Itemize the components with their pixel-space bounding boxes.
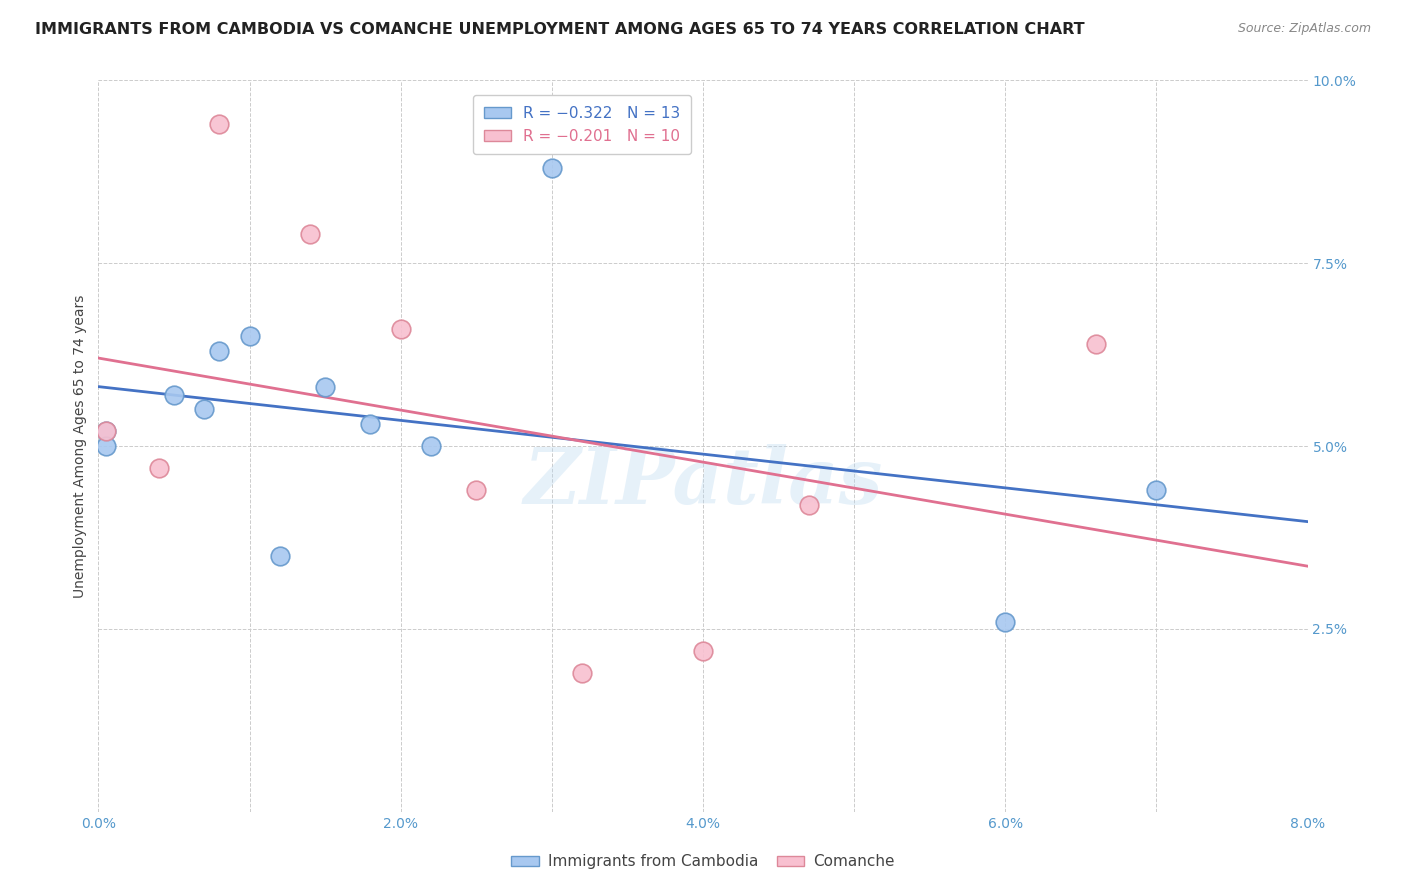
Point — [994, 615, 1017, 629]
Point — [389, 322, 412, 336]
Point — [163, 388, 186, 402]
Point — [148, 461, 170, 475]
Point — [193, 402, 215, 417]
Point — [94, 439, 117, 453]
Text: IMMIGRANTS FROM CAMBODIA VS COMANCHE UNEMPLOYMENT AMONG AGES 65 TO 74 YEARS CORR: IMMIGRANTS FROM CAMBODIA VS COMANCHE UNE… — [35, 22, 1085, 37]
Legend: Immigrants from Cambodia, Comanche: Immigrants from Cambodia, Comanche — [505, 848, 901, 875]
Point — [208, 343, 231, 358]
Point — [360, 417, 382, 431]
Point — [299, 227, 322, 241]
Legend: R = −0.322   N = 13, R = −0.201   N = 10: R = −0.322 N = 13, R = −0.201 N = 10 — [472, 95, 692, 154]
Point — [239, 329, 262, 343]
Point — [94, 425, 117, 439]
Point — [540, 161, 562, 175]
Point — [1085, 336, 1108, 351]
Point — [94, 425, 117, 439]
Y-axis label: Unemployment Among Ages 65 to 74 years: Unemployment Among Ages 65 to 74 years — [73, 294, 87, 598]
Point — [269, 549, 291, 563]
Text: ZIPatlas: ZIPatlas — [523, 444, 883, 521]
Text: Source: ZipAtlas.com: Source: ZipAtlas.com — [1237, 22, 1371, 36]
Point — [797, 498, 820, 512]
Point — [1146, 483, 1168, 497]
Point — [208, 117, 231, 131]
Point — [314, 380, 336, 394]
Point — [571, 665, 593, 680]
Point — [692, 644, 714, 658]
Point — [465, 483, 488, 497]
Point — [420, 439, 443, 453]
